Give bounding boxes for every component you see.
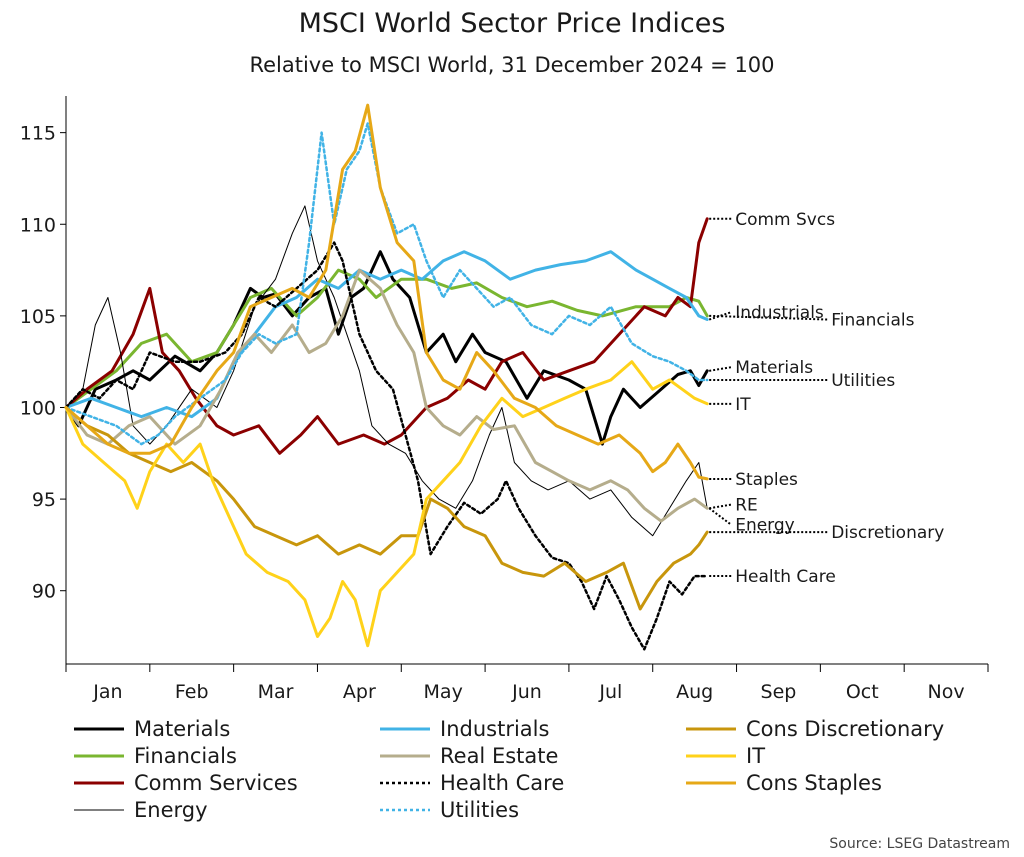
legend-label-comm-services: Comm Services [134,771,298,795]
legend-label-cons-staples: Cons Staples [746,771,882,795]
series-line-it [64,360,709,648]
legend-label-real-estate: Real Estate [440,744,558,768]
x-tick-label-may: May [424,681,463,703]
x-tick-label-mar: Mar [258,681,294,703]
legend-label-materials: Materials [134,717,230,741]
legend-label-industrials: Industrials [440,717,549,741]
end-label-industrials: Industrials [735,303,824,323]
y-tick-label: 115 [20,123,56,145]
x-tick-label-jun: Jun [511,681,542,703]
series-line-cons-staples [64,103,709,481]
end-label-financials: Financials [831,311,914,331]
series-line-utilities [64,122,709,446]
end-label-utilities: Utilities [831,371,895,391]
series-line-industrials [64,250,709,419]
legend-label-energy: Energy [134,798,208,822]
x-tick-label-nov: Nov [928,681,965,703]
series-line-real-estate [64,268,709,523]
end-label-it: IT [735,395,751,415]
chart-title: MSCI World Sector Price Indices [299,8,726,39]
x-tick-label-apr: Apr [343,681,376,703]
legend: Materials Industrials Cons Discretionary Fi… [74,717,944,822]
x-tick-label-oct: Oct [846,681,879,703]
legend-label-it: IT [746,744,765,768]
end-label-materials: Materials [735,358,813,378]
legend-label-utilities: Utilities [440,798,519,822]
y-tick-label: 95 [32,489,56,511]
y-tick-label: 100 [20,397,56,419]
source-note: Source: LSEG Datastream [829,836,1010,852]
x-tick-label-feb: Feb [175,681,209,703]
legend-label-cons-discretionary: Cons Discretionary [746,717,944,741]
axes: 90 95 100 105 110 115 Jan Feb Mar Apr May Jun Jul Aug… [20,96,989,703]
series-line-comm-services [64,217,709,455]
end-label-discretionary: Discretionary [831,523,944,543]
x-tick-label-sep: Sep [761,681,797,703]
end-labels: Materials Financials Comm Svcs Energy Indust… [708,210,944,587]
end-label-energy: Energy [735,516,795,536]
leader-re [709,503,732,510]
x-tick-label-aug: Aug [676,681,713,703]
series-line-financials [64,268,709,409]
leader-materials [709,366,732,372]
y-tick-label: 90 [32,581,56,603]
y-tick-label: 110 [20,214,56,236]
leader-energy [708,507,732,526]
chart-subtitle: Relative to MSCI World, 31 December 2024… [249,53,774,77]
x-tick-label-jan: Jan [92,681,122,703]
series-line-energy [65,205,708,537]
end-label-staples: Staples [735,470,798,490]
series-line-materials [64,250,709,446]
legend-label-financials: Financials [134,744,237,768]
legend-label-health-care: Health Care [440,771,564,795]
y-tick-label: 105 [20,306,56,328]
x-tick-label-jul: Jul [598,681,622,703]
end-label-health-care: Health Care [735,567,836,587]
end-label-comm-svcs: Comm Svcs [735,210,835,230]
end-label-re: RE [735,496,758,516]
series-layer [64,103,709,651]
leader-industrials [708,311,732,321]
